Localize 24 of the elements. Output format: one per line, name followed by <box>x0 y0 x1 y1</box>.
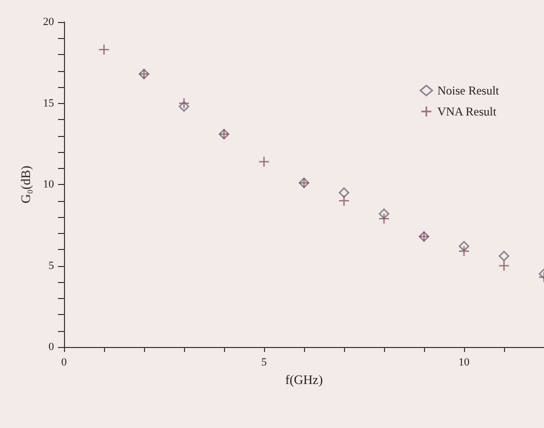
point <box>458 245 470 257</box>
point <box>378 212 390 224</box>
point <box>458 241 470 252</box>
point <box>178 101 190 112</box>
y-tick-label: 5 <box>48 260 54 272</box>
x-tick-label: 10 <box>458 356 470 368</box>
point <box>178 98 190 109</box>
x-axis-title: f(GHz) <box>285 372 323 387</box>
point <box>98 44 110 56</box>
legend-label: Noise Result <box>437 84 500 98</box>
y-tick-label: 15 <box>43 97 54 110</box>
point <box>338 195 350 206</box>
y-axis-title: G₀(dB) <box>18 166 33 204</box>
y-tick-label: 10 <box>43 178 54 190</box>
point <box>338 187 350 198</box>
legend-label: VNA Result <box>437 104 498 118</box>
point <box>498 260 510 272</box>
x-tick-label: 0 <box>61 356 68 368</box>
point <box>498 250 510 262</box>
y-tick-label: 20 <box>43 16 54 28</box>
point <box>378 208 390 219</box>
y-tick-label: 0 <box>48 341 54 353</box>
x-tick-label: 5 <box>261 356 268 368</box>
point <box>258 156 270 168</box>
